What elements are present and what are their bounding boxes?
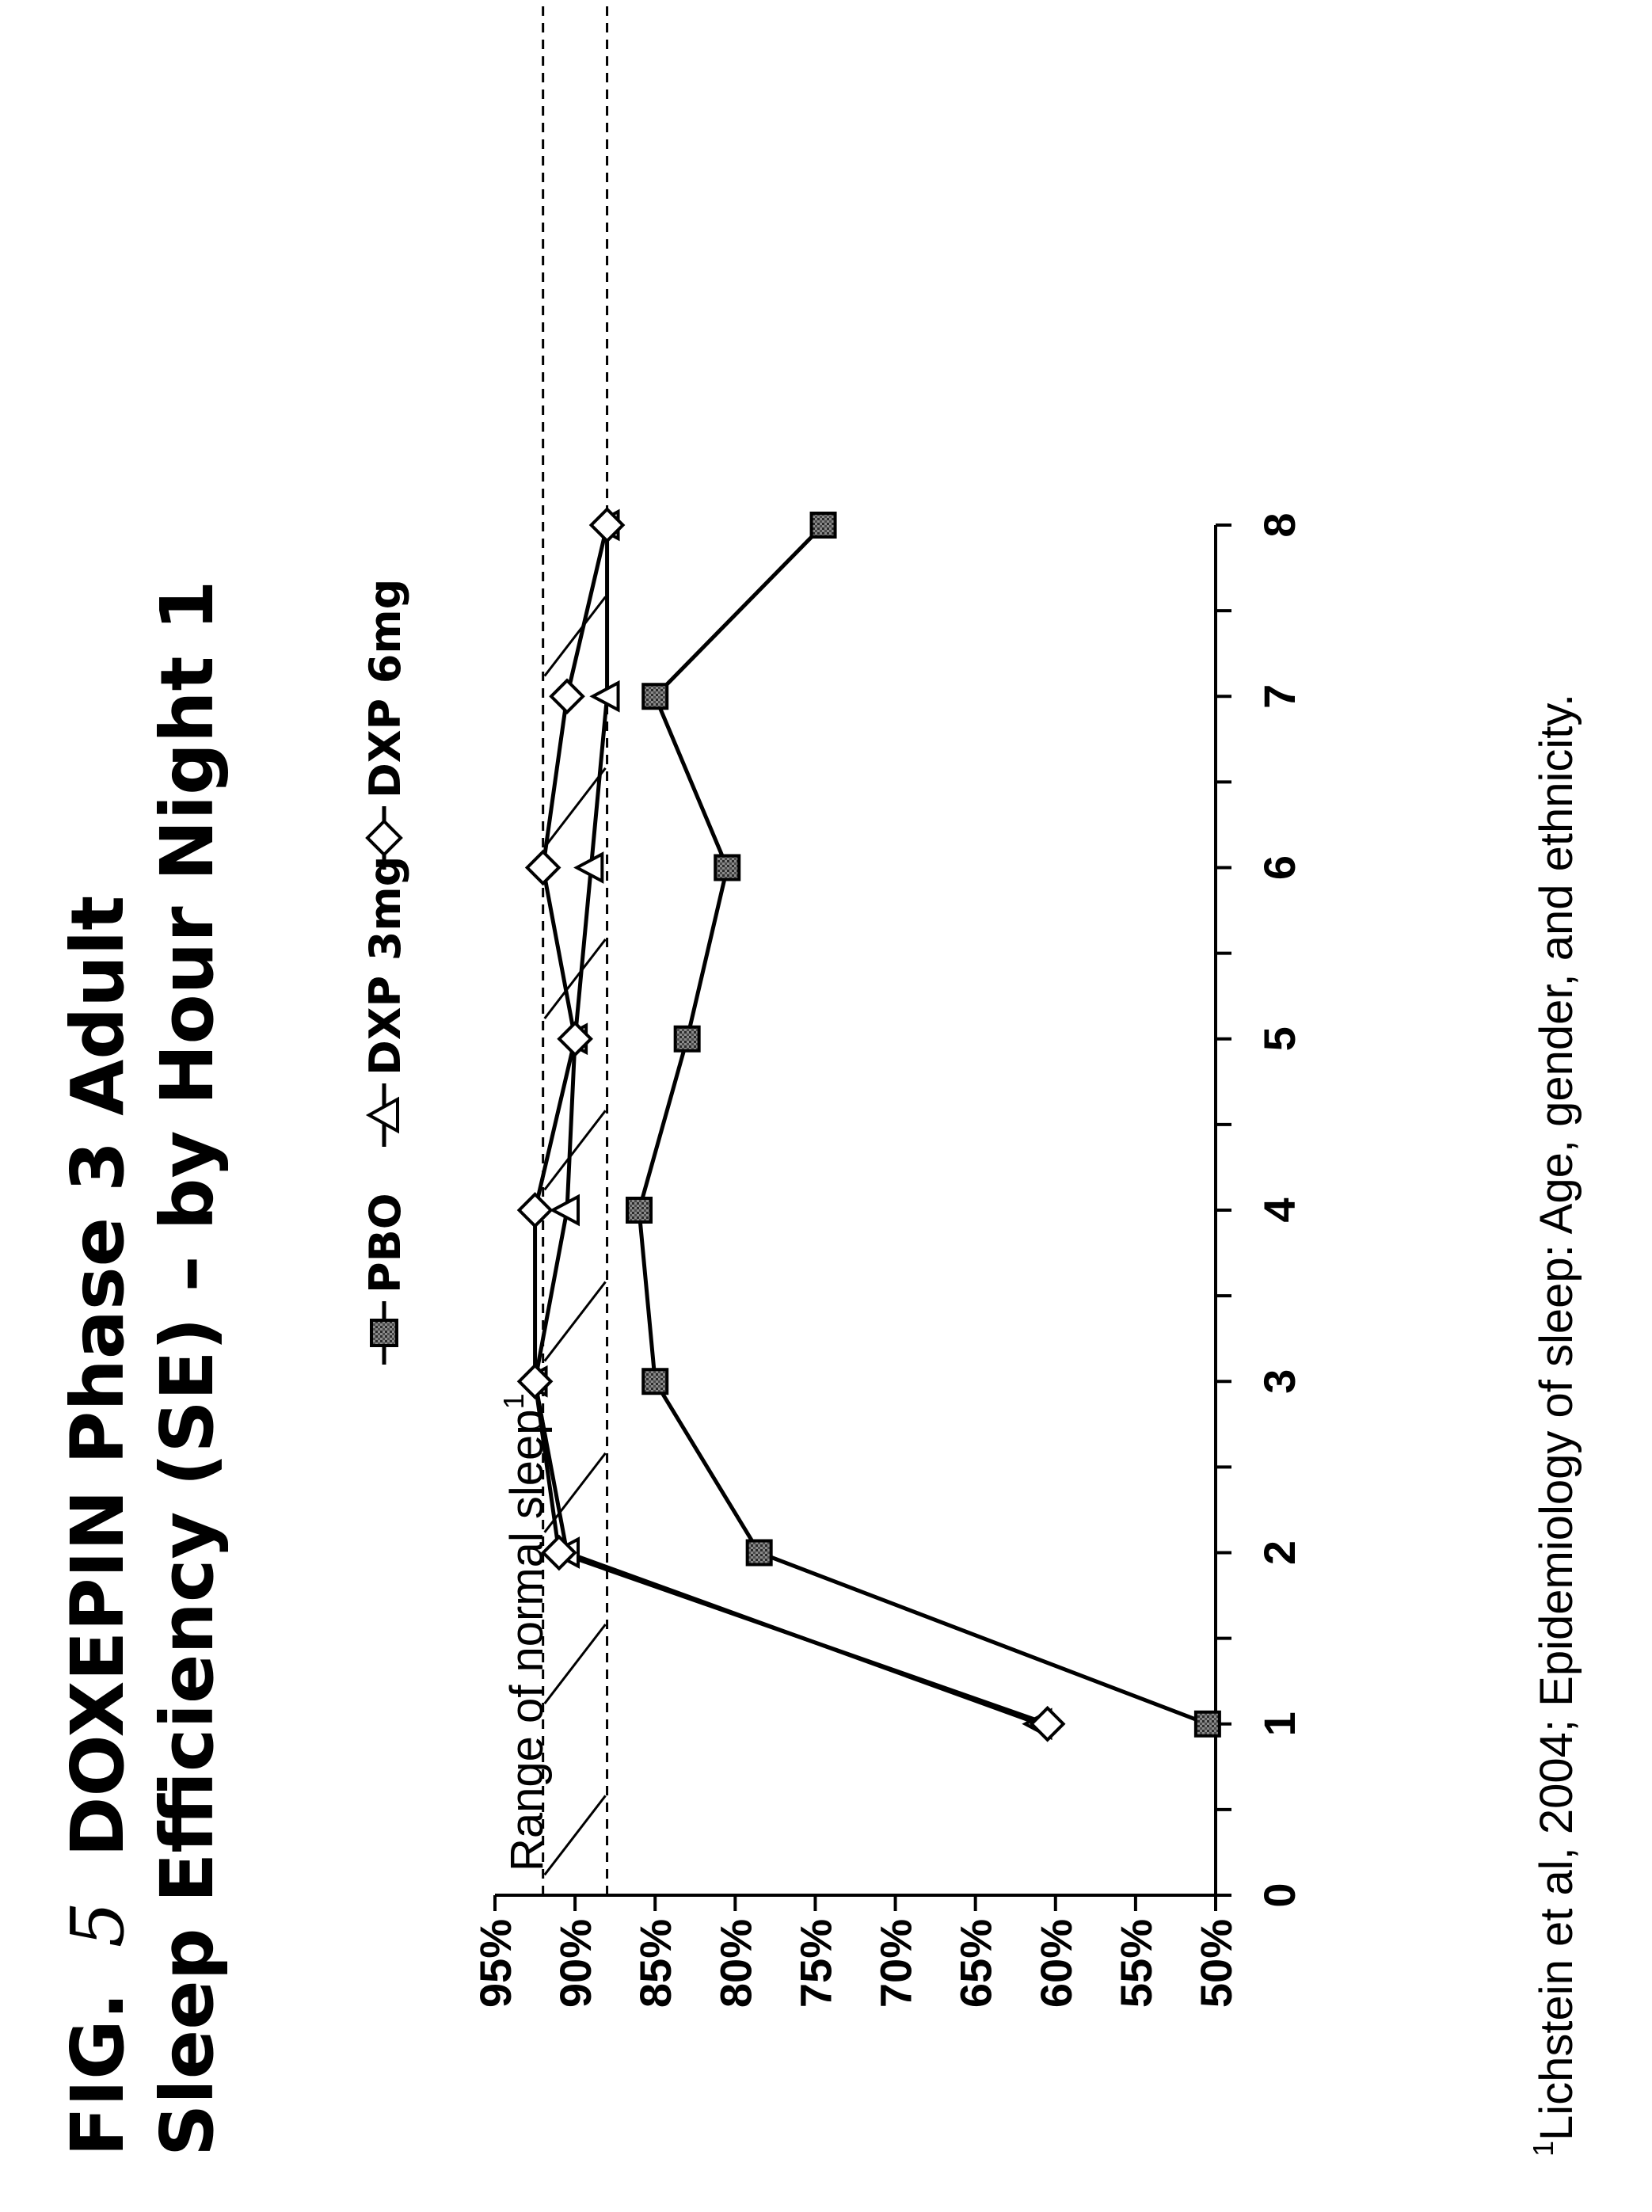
- x-tick-label: 7: [1254, 684, 1304, 709]
- legend-label-dxp3: DXP 3mg: [360, 856, 410, 1076]
- title-text-line1: DOXEPIN Phase 3 Adult: [55, 896, 140, 1857]
- legend: PBO DXP 3mg DXP 6mg: [360, 579, 410, 1365]
- normal-range-hatch: [543, 1795, 607, 1876]
- x-tick-label: 4: [1254, 1197, 1304, 1222]
- data-point-pbo: [745, 1539, 773, 1567]
- y-tick-label: 50%: [1191, 1919, 1241, 2008]
- data-point-dxp-6mg: [588, 507, 626, 543]
- normal-range-label: Range of normal sleep1: [497, 1393, 553, 1871]
- fig-number: 5: [55, 1902, 140, 1948]
- data-point-dxp-6mg: [549, 678, 585, 715]
- data-point-dxp-6mg: [541, 1534, 577, 1571]
- footnote: 1Lichstein et al, 2004; Epidemiology of …: [1527, 694, 1582, 2157]
- legend-square-icon: [370, 1319, 398, 1347]
- figure-title-line2: Sleep Efficiency (SE) – by Hour Night 1: [145, 580, 230, 2157]
- normal-range-hatch: [543, 938, 607, 1019]
- plot-area: 50% 55% 60% 65% 70% 75% 80% 85% 90% 95% 0 1 2 3 4 5 6 7 8: [470, 0, 1304, 2008]
- series-line-dxp-3mg: [533, 525, 1041, 1727]
- legend-label-dxp6: DXP 6mg: [360, 579, 410, 798]
- data-point-pbo: [673, 1025, 701, 1053]
- y-tick-label: 55%: [1111, 1919, 1161, 2008]
- data-point-dxp-6mg: [516, 1363, 554, 1400]
- y-tick-label: 95%: [470, 1919, 520, 2008]
- legend-label-pbo: PBO: [360, 1193, 410, 1293]
- data-point-pbo: [809, 512, 837, 539]
- series-line-dxp-6mg: [533, 524, 1049, 1727]
- legend-diamond-icon: [365, 819, 403, 857]
- data-point-dxp-6mg: [1029, 1705, 1066, 1742]
- legend-item-pbo: PBO: [360, 1193, 410, 1365]
- x-tick-label: 0: [1254, 1883, 1304, 1907]
- x-tick-label: 2: [1254, 1540, 1304, 1565]
- data-point-dxp-6mg: [524, 849, 561, 886]
- data-point-pbo: [626, 1197, 653, 1224]
- data-point-dxp-3mg: [549, 1194, 580, 1227]
- fig-label: FIG.: [55, 1992, 140, 2157]
- y-tick-label: 70%: [871, 1919, 921, 2008]
- x-tick-label: 5: [1254, 1026, 1304, 1051]
- x-tick-label: 3: [1254, 1369, 1304, 1394]
- data-point-dxp-6mg: [516, 1192, 554, 1228]
- normal-range-hatch: [543, 1281, 607, 1362]
- data-point-dxp-3mg: [589, 680, 620, 713]
- y-tick-label: 80%: [710, 1919, 760, 2008]
- series-line-pbo: [637, 523, 1209, 1727]
- normal-range-hatch: [543, 1110, 607, 1191]
- y-tick-label: 60%: [1031, 1919, 1081, 2008]
- normal-range-hatch: [543, 596, 607, 677]
- data-point-pbo: [641, 1368, 669, 1395]
- data-point-pbo: [714, 854, 741, 881]
- legend-item-dxp3: DXP 3mg: [360, 856, 410, 1147]
- x-tick-label: 1: [1254, 1711, 1304, 1736]
- normal-range-hatch: [543, 1624, 607, 1704]
- x-tick-label: 8: [1254, 512, 1304, 537]
- y-tick-label: 85%: [630, 1919, 680, 2008]
- legend-item-dxp6: DXP 6mg: [360, 579, 410, 870]
- legend-triangle-icon: [365, 1096, 399, 1134]
- x-tick-label: 6: [1254, 855, 1304, 880]
- y-tick-label: 90%: [550, 1919, 600, 2008]
- figure-title-line1: FIG. 5 DOXEPIN Phase 3 Adult: [55, 896, 140, 2157]
- data-point-dxp-6mg: [557, 1020, 593, 1057]
- data-point-pbo: [1193, 1710, 1221, 1738]
- data-point-pbo: [641, 683, 669, 710]
- normal-range-hatch: [543, 767, 607, 848]
- data-point-dxp-3mg: [573, 851, 604, 884]
- y-tick-label: 75%: [790, 1919, 840, 2008]
- y-tick-label: 65%: [951, 1919, 1001, 2008]
